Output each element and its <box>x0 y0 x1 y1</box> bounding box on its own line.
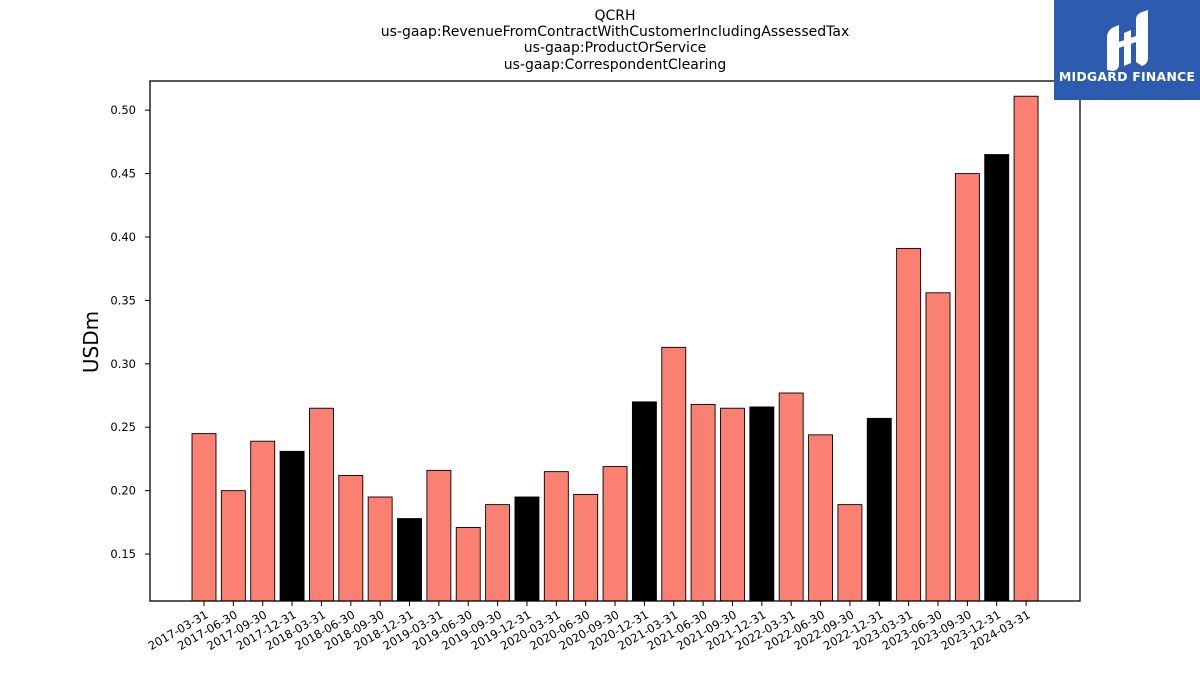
y-axis-label: USDm <box>79 311 103 373</box>
bar-2020-03-31 <box>543 471 569 602</box>
bar-2021-12-31 <box>749 406 775 602</box>
logo-mark-icon <box>1107 10 1148 71</box>
x-axis: 2017-03-312017-06-302017-09-302017-12-31… <box>146 601 1033 653</box>
bar-2021-09-30 <box>720 407 745 602</box>
y-tick-label-0.50: 0.50 <box>110 103 136 117</box>
chart-title-line-2: us-gaap:RevenueFromContractWithCustomerI… <box>381 24 850 40</box>
bar-2020-09-30 <box>602 466 628 602</box>
y-tick-label-0.35: 0.35 <box>110 293 136 307</box>
bar-2017-09-30 <box>250 440 276 602</box>
bar-2023-09-30 <box>954 173 980 602</box>
bar-2023-12-31 <box>984 154 1010 602</box>
logo-text: MIDGARD FINANCE <box>1059 69 1195 84</box>
bar-2017-12-31 <box>279 450 305 602</box>
y-tick-label-0.20: 0.20 <box>110 484 136 498</box>
bar-2019-12-31 <box>514 496 540 602</box>
bar-2022-06-30 <box>808 434 834 602</box>
bar-2018-12-31 <box>397 518 422 602</box>
bar-2017-03-31 <box>191 433 217 602</box>
brand-logo: MIDGARD FINANCE <box>1054 0 1200 100</box>
chart-title: QCRH us-gaap:RevenueFromContractWithCust… <box>381 8 850 73</box>
y-tick-label-0.15: 0.15 <box>110 547 136 561</box>
chart-title-line-4: us-gaap:CorrespondentClearing <box>504 57 727 73</box>
bar-2021-06-30 <box>690 403 716 602</box>
bar-2018-06-30 <box>338 474 364 602</box>
y-tick-label-0.45: 0.45 <box>110 167 136 181</box>
bar-2019-06-30 <box>455 526 481 602</box>
bar-2018-03-31 <box>308 407 334 602</box>
bar-2022-12-31 <box>866 417 892 602</box>
bar-2019-03-31 <box>426 469 452 602</box>
bar-2017-06-30 <box>220 490 246 602</box>
bar-2020-06-30 <box>573 494 599 602</box>
plot-frame <box>149 80 1081 602</box>
bar-2021-03-31 <box>661 346 687 602</box>
bar-series <box>191 95 1039 602</box>
bar-2018-09-30 <box>367 496 393 602</box>
y-tick-label-0.25: 0.25 <box>110 420 136 434</box>
bar-2023-06-30 <box>925 292 951 602</box>
chart-title-line-1: QCRH <box>594 8 635 24</box>
chart-title-line-3: us-gaap:ProductOrService <box>524 40 707 56</box>
bar-2022-03-31 <box>778 392 804 602</box>
bar-2020-12-31 <box>631 401 657 602</box>
y-tick-label-0.30: 0.30 <box>110 357 136 371</box>
bar-2022-09-30 <box>837 504 863 602</box>
y-tick-label-0.40: 0.40 <box>110 230 136 244</box>
bar-2024-03-31 <box>1013 95 1039 602</box>
bar-2023-03-31 <box>896 247 922 602</box>
bar-2019-09-30 <box>485 504 511 602</box>
y-axis: 0.15 0.20 0.25 0.30 0.35 0.40 0.45 0.50 <box>110 103 150 561</box>
